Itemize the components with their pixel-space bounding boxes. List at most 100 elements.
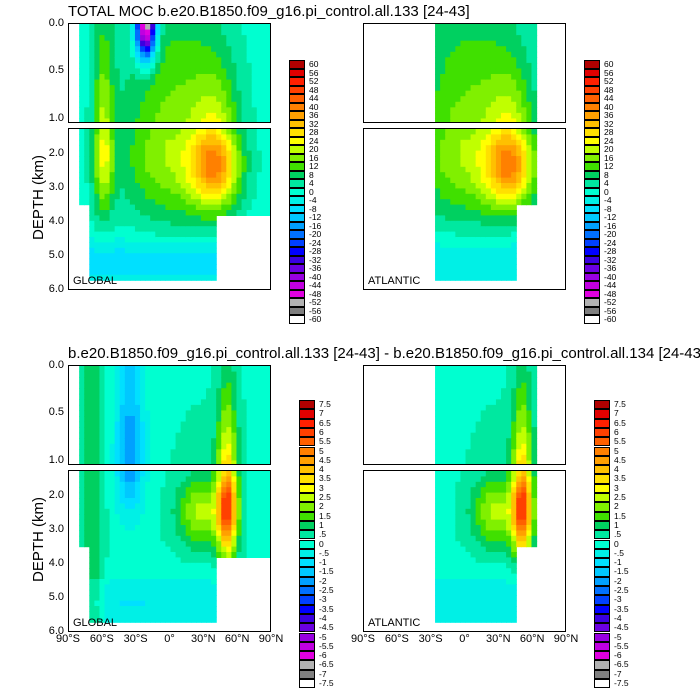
contour-cell	[114, 40, 121, 47]
contour-cell	[190, 541, 197, 548]
contour-cell	[490, 471, 497, 477]
contour-cell	[216, 371, 222, 378]
contour-cell	[511, 471, 517, 477]
contour-cell	[150, 595, 156, 602]
contour-cell	[440, 210, 446, 216]
contour-cell	[114, 177, 121, 184]
contour-cell	[200, 388, 207, 395]
contour-cell	[119, 568, 126, 575]
contour-cell	[450, 79, 456, 86]
contour-cell	[521, 145, 527, 152]
colorbar-label: -56	[604, 305, 617, 316]
contour-cell	[145, 40, 151, 47]
contour-cell	[440, 269, 446, 276]
contour-cell	[511, 210, 517, 216]
contour-cell	[480, 579, 487, 585]
contour-cell	[211, 253, 217, 260]
contour-cell	[440, 156, 446, 162]
contour-cell	[236, 432, 243, 439]
contour-cell	[460, 247, 467, 254]
contour-cell	[516, 421, 522, 428]
contour-cell	[99, 183, 106, 189]
contour-cell	[211, 443, 217, 450]
contour-cell	[94, 460, 101, 464]
contour-cell	[485, 498, 492, 504]
contour-cell	[251, 443, 258, 450]
contour-cell	[175, 96, 182, 103]
contour-cell	[190, 498, 197, 504]
contour-cell	[465, 562, 472, 569]
contour-cell	[226, 432, 232, 439]
contour-cell	[455, 589, 462, 596]
contour-cell	[261, 129, 268, 135]
contour-cell	[134, 74, 141, 81]
contour-cell	[435, 503, 441, 510]
contour-cell	[435, 51, 441, 58]
colorbar-label: 0	[604, 186, 609, 197]
contour-cell	[435, 242, 441, 249]
contour-cell	[480, 498, 487, 504]
contour-cell	[526, 382, 533, 389]
contour-cell	[185, 404, 192, 412]
contour-cell	[226, 535, 232, 542]
contour-cell	[150, 606, 156, 612]
contour-cell	[211, 382, 217, 389]
contour-cell	[211, 183, 217, 189]
contour-cell	[485, 247, 492, 254]
contour-cell	[129, 85, 136, 92]
contour-cell	[200, 393, 207, 400]
contour-cell	[140, 129, 146, 135]
contour-cell	[94, 51, 101, 58]
contour-cell	[94, 427, 101, 434]
contour-cell	[94, 145, 101, 152]
contour-cell	[516, 183, 522, 189]
contour-cell	[475, 562, 482, 569]
contour-cell	[231, 404, 238, 412]
contour-cell	[109, 421, 116, 428]
contour-cell	[495, 139, 502, 146]
contour-cell	[94, 579, 101, 585]
contour-cell	[256, 460, 263, 464]
contour-cell	[256, 118, 263, 122]
contour-cell	[109, 584, 116, 591]
contour-cell	[256, 210, 263, 216]
y-tick-label: 3.0	[48, 523, 64, 535]
contour-cell	[109, 552, 116, 558]
contour-cell	[145, 568, 151, 575]
contour-cell	[140, 134, 146, 141]
contour-cell	[175, 226, 182, 233]
contour-cell	[195, 514, 202, 521]
contour-cell	[84, 90, 90, 97]
contour-cell	[501, 514, 507, 521]
contour-cell	[180, 552, 187, 558]
contour-cell	[190, 427, 197, 434]
contour-cell	[180, 139, 187, 146]
contour-cell	[129, 377, 136, 384]
contour-cell	[516, 35, 522, 42]
contour-cell	[266, 471, 270, 477]
contour-cell	[501, 253, 507, 260]
contour-cell	[495, 107, 502, 114]
contour-cell	[124, 600, 131, 607]
contour-cell	[119, 562, 126, 569]
contour-cell	[480, 476, 487, 483]
contour-cell	[79, 150, 85, 157]
contour-cell	[216, 85, 222, 92]
contour-cell	[440, 237, 446, 243]
contour-cell	[495, 62, 502, 70]
contour-cell	[99, 530, 106, 537]
contour-cell	[511, 481, 517, 488]
contour-cell	[465, 134, 472, 141]
contour-cell	[129, 492, 136, 499]
contour-cell	[501, 557, 507, 564]
contour-cell	[506, 139, 512, 146]
contour-cell	[190, 215, 197, 222]
contour-cell	[221, 62, 227, 70]
contour-cell	[435, 220, 441, 227]
contour-cell	[251, 460, 258, 464]
contour-cell	[89, 568, 95, 575]
contour-cell	[211, 264, 217, 270]
contour-cell	[175, 220, 182, 227]
contour-cell	[165, 134, 172, 141]
contour-cell	[435, 366, 441, 373]
